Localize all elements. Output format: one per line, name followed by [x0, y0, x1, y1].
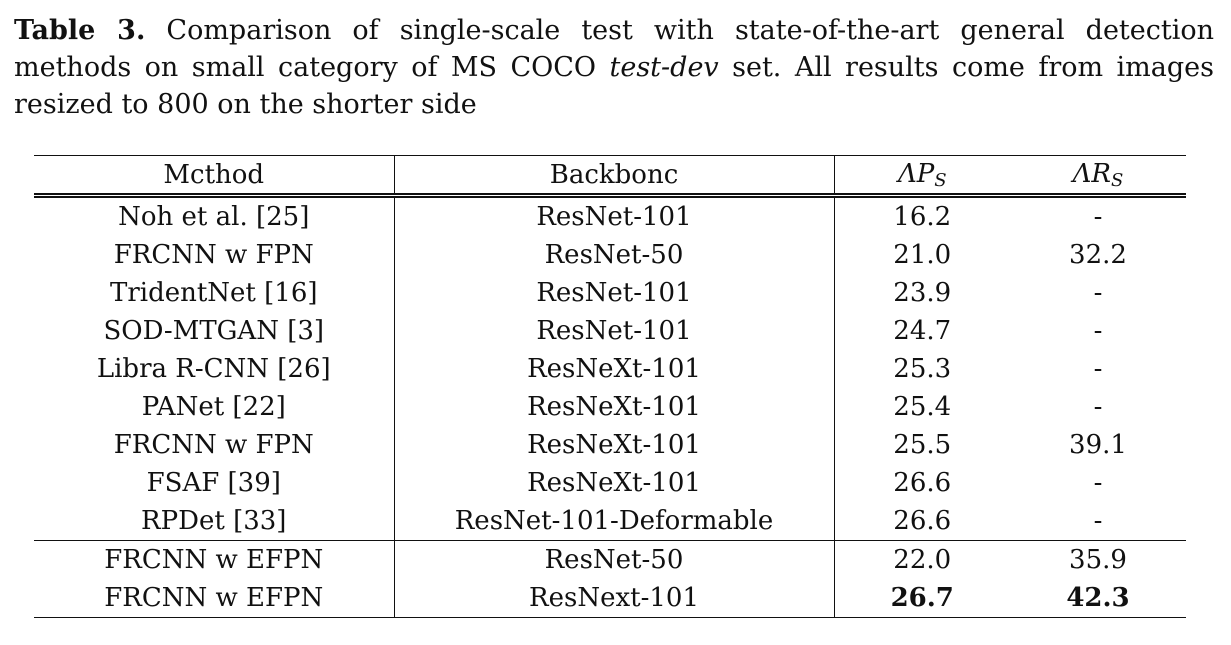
cell-ap: 25.3	[893, 354, 952, 384]
cell-backbone: ResNet-50	[394, 540, 835, 579]
cell-backbone: ResNet-101	[394, 312, 835, 350]
cell-ap: 21.0	[893, 240, 952, 270]
cell-backbone: ResNet-101-Deformable	[394, 502, 835, 541]
cell-method: FRCNN w EFPN	[34, 579, 395, 618]
table-row: Noh et al. [25] ResNet-101 16.2 -	[34, 195, 1186, 236]
cell-ap: 25.4	[893, 392, 952, 422]
table-row: FRCNN w EFPN ResNet-50 22.0 35.9	[34, 540, 1186, 579]
cell-ar: -	[1093, 354, 1103, 384]
cell-ap-best: 26.7	[834, 579, 1010, 618]
cell-backbone: ResNet-50	[394, 236, 835, 274]
caption-italic-term: test-dev	[609, 52, 719, 83]
caption-label: Table 3.	[14, 15, 146, 46]
results-table-container: Mcthod Backbonc ΛPS ΛRS Noh et al. [25] …	[34, 155, 1186, 618]
table-row: FRCNN w EFPN ResNext-101 26.7 42.3	[34, 579, 1186, 618]
cell-ar: 39.1	[1069, 430, 1127, 460]
table-row: TridentNet [16] ResNet-101 23.9 -	[34, 274, 1186, 312]
table-row: FRCNN w FPN ResNet-50 21.0 32.2	[34, 236, 1186, 274]
cell-method: FSAF [39]	[34, 464, 395, 502]
cell-method: FRCNN w FPN	[34, 426, 395, 464]
header-method: Mcthod	[34, 155, 395, 198]
cell-ap: 23.9	[893, 278, 952, 308]
header-ar-sub: S	[1111, 169, 1124, 191]
cell-ar: -	[1093, 278, 1103, 308]
table-row: Libra R-CNN [26] ResNeXt-101 25.3 -	[34, 350, 1186, 388]
cell-ar: -	[1093, 316, 1103, 346]
cell-method: Noh et al. [25]	[34, 195, 395, 236]
cell-ap: 26.6	[893, 506, 952, 536]
header-ar-small: ΛRS	[1010, 155, 1186, 198]
cell-method: TridentNet [16]	[34, 274, 395, 312]
cell-ap: 24.7	[893, 316, 952, 346]
cell-method: FRCNN w EFPN	[34, 540, 395, 579]
cell-ar: -	[1093, 506, 1103, 536]
cell-backbone: ResNeXt-101	[394, 464, 835, 502]
cell-method: SOD-MTGAN [3]	[34, 312, 395, 350]
cell-ar: 32.2	[1069, 240, 1127, 270]
cell-backbone: ResNext-101	[394, 579, 835, 618]
cell-method: RPDet [33]	[34, 502, 395, 541]
cell-backbone: ResNeXt-101	[394, 426, 835, 464]
table-row: FSAF [39] ResNeXt-101 26.6 -	[34, 464, 1186, 502]
table-row: SOD-MTGAN [3] ResNet-101 24.7 -	[34, 312, 1186, 350]
header-ar-main: ΛR	[1072, 158, 1111, 189]
cell-backbone: ResNet-101	[394, 274, 835, 312]
cell-ap: 22.0	[834, 540, 1010, 579]
header-ap-main: ΛP	[897, 158, 935, 189]
header-backbone: Backbonc	[394, 155, 835, 198]
table-caption: Table 3. Comparison of single-scale test…	[14, 12, 1214, 123]
table-row: PANet [22] ResNeXt-101 25.4 -	[34, 388, 1186, 426]
cell-method: Libra R-CNN [26]	[34, 350, 395, 388]
cell-ar-best: 42.3	[1010, 579, 1186, 618]
cell-method: FRCNN w FPN	[34, 236, 395, 274]
table-row: RPDet [33] ResNet-101-Deformable 26.6 -	[34, 502, 1186, 541]
cell-backbone: ResNeXt-101	[394, 350, 835, 388]
cell-ap: 25.5	[893, 430, 952, 460]
table-header-row: Mcthod Backbonc ΛPS ΛRS	[34, 155, 1186, 198]
cell-ar: -	[1093, 468, 1103, 498]
caption-text-before: Comparison of single-scale test with sta…	[14, 15, 1214, 83]
cell-backbone: ResNeXt-101	[394, 388, 835, 426]
cell-ap: 16.2	[893, 202, 952, 232]
cell-ap: 26.6	[893, 468, 952, 498]
caption-text-after: set. All results come from images resize…	[14, 52, 1215, 120]
cell-ar: -	[1093, 202, 1103, 232]
header-ap-small: ΛPS	[834, 155, 1010, 198]
cell-ar: 35.9	[1010, 540, 1186, 579]
cell-backbone: ResNet-101	[394, 195, 835, 236]
cell-ar: -	[1093, 392, 1103, 422]
header-ap-sub: S	[934, 169, 947, 191]
table-row: FRCNN w FPN ResNeXt-101 25.5 39.1	[34, 426, 1186, 464]
results-table: Mcthod Backbonc ΛPS ΛRS Noh et al. [25] …	[34, 155, 1186, 618]
cell-method: PANet [22]	[34, 388, 395, 426]
